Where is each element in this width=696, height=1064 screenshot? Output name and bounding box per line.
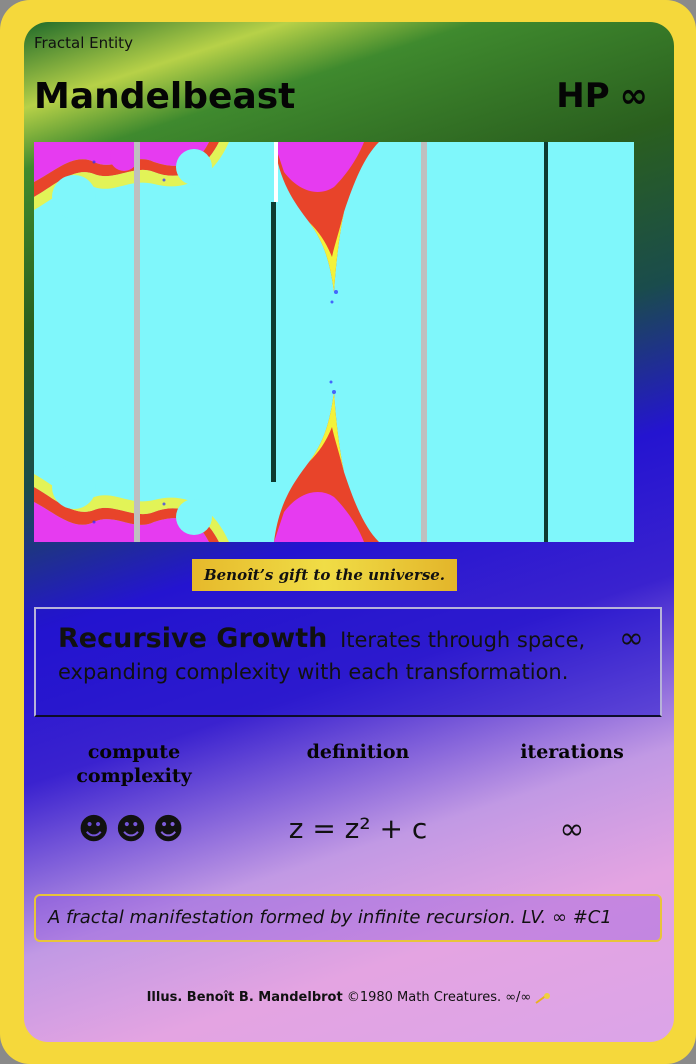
card-body: Fractal Entity Mandelbeast HP ∞ bbox=[24, 22, 674, 1042]
comet-icon bbox=[535, 992, 551, 1004]
ability-cost: ∞ bbox=[619, 621, 644, 656]
stat-value-complexity: ☻☻☻ bbox=[78, 812, 190, 847]
stat-value-iterations: ∞ bbox=[559, 812, 585, 847]
stat-label-complexity: compute complexity bbox=[76, 741, 192, 787]
ability-box: Recursive Growth Iterates through space,… bbox=[34, 607, 662, 717]
ability-text: Iterates through space, expanding comple… bbox=[58, 628, 586, 684]
flavor-text: A fractal manifestation formed by infini… bbox=[34, 894, 662, 942]
card-name: Mandelbeast bbox=[34, 76, 296, 117]
stat-label-definition: definition bbox=[306, 741, 410, 763]
stat-value-definition: z = z² + c bbox=[288, 812, 428, 845]
hp-label: HP bbox=[556, 76, 610, 116]
mandelbrot-illustration bbox=[34, 142, 634, 542]
illustrator-credit: Illus. Benoît B. Mandelbrot bbox=[146, 990, 343, 1005]
copyright-text: ©1980 Math Creatures. ∞/∞ bbox=[346, 990, 532, 1005]
card-footer: Illus. Benoît B. Mandelbrot ©1980 Math C… bbox=[24, 990, 674, 1005]
stat-label-iterations: iterations bbox=[520, 741, 624, 763]
hp-display: HP ∞ bbox=[556, 76, 648, 116]
hp-value: ∞ bbox=[619, 76, 648, 116]
ability-name: Recursive Growth bbox=[58, 623, 328, 654]
artwork-caption: Benoît’s gift to the universe. bbox=[192, 559, 457, 591]
fractal-artwork bbox=[34, 142, 634, 542]
card-type-label: Fractal Entity bbox=[34, 34, 133, 52]
